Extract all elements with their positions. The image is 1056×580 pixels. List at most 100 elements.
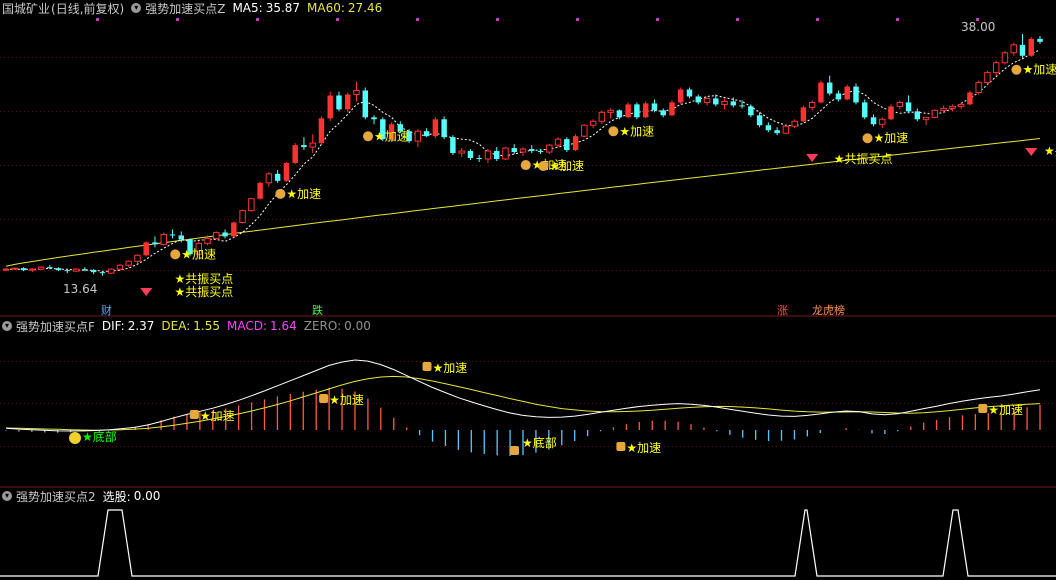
grid-dot: [212, 403, 213, 404]
grid-dot: [704, 165, 705, 166]
grid-dot: [776, 270, 777, 271]
grid-dot: [932, 165, 933, 166]
grid-dot: [120, 165, 121, 166]
grid-dot: [668, 111, 669, 112]
grid-dot: [304, 57, 305, 58]
grid-dot: [628, 165, 629, 166]
grid-dot: [572, 219, 573, 220]
grid-dot: [708, 111, 709, 112]
grid-dot: [92, 57, 93, 58]
candle-body: [896, 101, 904, 107]
grid-dot: [868, 219, 869, 220]
grid-dot: [644, 57, 645, 58]
grid-dot: [340, 270, 341, 271]
grid-dot: [604, 165, 605, 166]
grid-dot: [244, 446, 245, 447]
grid-dot: [472, 219, 473, 220]
grid-dot: [404, 111, 405, 112]
cai-marker[interactable]: 财: [101, 303, 112, 317]
indicator-name[interactable]: 强势加速买点2: [16, 489, 96, 504]
grid-dot: [1004, 446, 1005, 447]
grid-dot: [176, 446, 177, 447]
indicator-menu-icon[interactable]: ▾: [2, 321, 12, 331]
grid-dot: [284, 219, 285, 220]
grid-dot: [464, 111, 465, 112]
indicator-name[interactable]: 强势加速买点Z: [145, 1, 226, 16]
money-bag-icon: [275, 188, 286, 199]
grid-dot: [424, 165, 425, 166]
grid-dot: [668, 219, 669, 220]
grid-dot: [576, 219, 577, 220]
grid-dot: [324, 57, 325, 58]
grid-dot: [920, 361, 921, 362]
grid-dot: [540, 361, 541, 362]
grid-dot: [148, 219, 149, 220]
grid-dot: [372, 361, 373, 362]
grid-dot: [228, 361, 229, 362]
grid-dot: [660, 270, 661, 271]
grid-dot: [388, 361, 389, 362]
grid-dot: [952, 446, 953, 447]
grid-dot: [256, 219, 257, 220]
grid-dot: [280, 270, 281, 271]
grid-dot: [20, 165, 21, 166]
indicator-menu-icon[interactable]: ▾: [131, 3, 142, 13]
bang-marker[interactable]: 龙虎榜: [812, 303, 845, 317]
grid-dot: [532, 111, 533, 112]
grid-dot: [724, 57, 725, 58]
grid-dot: [40, 219, 41, 220]
grid-dot: [76, 165, 77, 166]
grid-dot: [732, 57, 733, 58]
candle-body: [940, 107, 947, 111]
grid-dot: [772, 219, 773, 220]
grid-dot: [388, 403, 389, 404]
grid-dot: [48, 361, 49, 362]
grid-dot: [1044, 111, 1045, 112]
grid-dot: [972, 57, 973, 58]
grid-dot: [32, 165, 33, 166]
grid-dot: [860, 403, 861, 404]
grid-dot: [924, 270, 925, 271]
grid-dot: [388, 57, 389, 58]
grid-dot: [956, 57, 957, 58]
resonance-label: ★共振买点: [174, 285, 233, 299]
grid-dot: [272, 57, 273, 58]
grid-dot: [132, 446, 133, 447]
accel-label: ★加速: [619, 124, 654, 138]
grid-dot: [464, 361, 465, 362]
grid-dot: [632, 111, 633, 112]
money-bag-icon: [608, 126, 619, 137]
grid-dot: [956, 270, 957, 271]
zhang-marker[interactable]: 涨: [777, 304, 788, 317]
grid-dot: [356, 403, 357, 404]
grid-dot: [196, 111, 197, 112]
grid-dot: [944, 361, 945, 362]
grid-dot: [8, 165, 9, 166]
grid-dot: [1004, 403, 1005, 404]
die-marker[interactable]: 跌: [312, 303, 323, 317]
indicator-menu-icon[interactable]: ▾: [2, 491, 12, 501]
grid-dot: [92, 219, 93, 220]
grid-dot: [624, 361, 625, 362]
candle-body: [204, 237, 211, 244]
grid-dot: [4, 57, 5, 58]
grid-dot: [940, 403, 941, 404]
grid-dot: [776, 165, 777, 166]
grid-dot: [632, 57, 633, 58]
grid-dot: [28, 219, 29, 220]
grid-dot: [656, 219, 657, 220]
grid-dot: [300, 403, 301, 404]
grid-dot: [424, 270, 425, 271]
grid-dot: [480, 165, 481, 166]
grid-dot: [244, 270, 245, 271]
grid-dot: [1000, 219, 1001, 220]
grid-dot: [800, 57, 801, 58]
grid-dot: [192, 57, 193, 58]
grid-dot: [196, 403, 197, 404]
grid-dot: [292, 57, 293, 58]
indicator-name[interactable]: 强势加速买点F: [16, 319, 95, 334]
grid-dot: [556, 219, 557, 220]
grid-dot: [816, 361, 817, 362]
ma5-line: [6, 49, 1041, 272]
